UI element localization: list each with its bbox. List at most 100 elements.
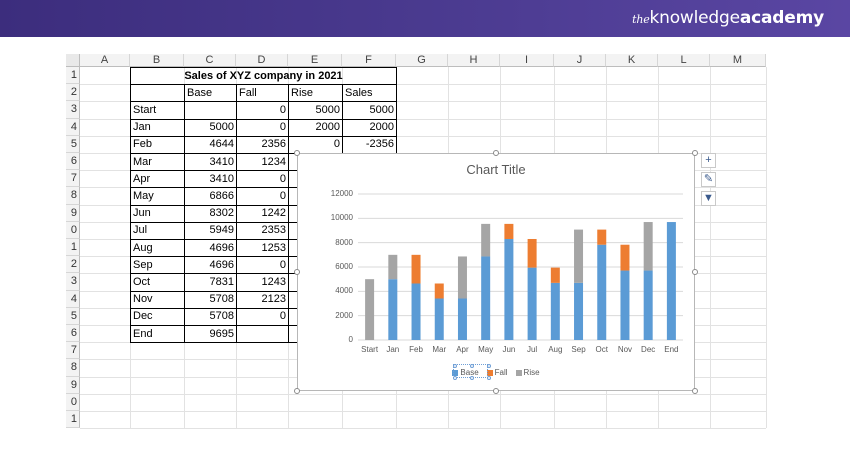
bar-base-feb[interactable] (411, 283, 421, 340)
bar-base-sep[interactable] (574, 282, 584, 340)
table-cell[interactable]: May (133, 189, 154, 202)
bar-rise-may[interactable] (481, 223, 491, 257)
legend-handle[interactable] (453, 364, 457, 368)
column-header-m[interactable]: M (710, 54, 766, 67)
resize-handle[interactable] (294, 269, 300, 275)
table-cell[interactable]: 5000 (315, 103, 340, 116)
table-cell[interactable]: 8302 (209, 207, 234, 220)
table-cell[interactable]: Sales (345, 86, 373, 99)
table-cell[interactable]: -2356 (365, 138, 394, 151)
bar-base-mar[interactable] (434, 298, 444, 340)
bar-fall-jul[interactable] (527, 238, 537, 268)
table-cell[interactable]: 5949 (209, 224, 234, 237)
bar-rise-apr[interactable] (457, 256, 467, 299)
brush-icon[interactable]: ✎ (701, 172, 716, 187)
column-header-j[interactable]: J (554, 54, 606, 67)
bar-fall-feb[interactable] (411, 254, 421, 284)
column-header-f[interactable]: F (342, 54, 396, 67)
table-cell[interactable]: 0 (279, 310, 286, 323)
table-cell[interactable]: 2000 (315, 121, 340, 134)
row-header[interactable]: 3 (66, 101, 80, 119)
bar-base-nov[interactable] (620, 270, 630, 340)
row-header[interactable]: 0 (66, 221, 80, 239)
row-header[interactable]: 2 (66, 84, 80, 102)
table-cell[interactable]: 0 (279, 121, 286, 134)
table-cell[interactable]: 2000 (369, 121, 394, 134)
table-cell[interactable]: 0 (279, 189, 286, 202)
table-cell[interactable]: 2353 (261, 224, 286, 237)
bar-fall-aug[interactable] (550, 267, 560, 283)
waterfall-chart[interactable]: Chart Title Base Fall Rise 0 2000 4000 6000 80… (297, 153, 695, 391)
select-all-corner[interactable] (66, 54, 80, 67)
bar-base-aug[interactable] (550, 282, 560, 340)
row-header[interactable]: 0 (66, 393, 80, 411)
bar-base-jun[interactable] (504, 238, 514, 340)
table-cell[interactable]: 7831 (209, 275, 234, 288)
bar-fall-oct[interactable] (597, 229, 607, 245)
bar-rise-start[interactable] (365, 279, 375, 340)
table-cell[interactable]: Nov (133, 293, 153, 306)
row-header[interactable]: 5 (66, 307, 80, 325)
legend-handle[interactable] (453, 376, 457, 380)
row-header[interactable]: 2 (66, 256, 80, 274)
bar-base-end[interactable] (666, 222, 676, 340)
table-cell[interactable]: Dec (133, 310, 153, 323)
table-cell[interactable]: Sep (133, 258, 153, 271)
table-cell[interactable]: 5708 (209, 310, 234, 323)
table-cell[interactable]: Jul (133, 224, 148, 237)
table-cell[interactable]: 5000 (369, 103, 394, 116)
row-header[interactable]: 4 (66, 118, 80, 136)
bar-base-oct[interactable] (597, 244, 607, 340)
row-header[interactable]: 1 (66, 239, 80, 257)
table-cell[interactable]: Start (133, 103, 157, 116)
table-cell[interactable]: Rise (291, 86, 314, 99)
column-header-l[interactable]: L (658, 54, 710, 67)
column-header-c[interactable]: C (184, 54, 236, 67)
table-cell[interactable]: 6866 (209, 189, 234, 202)
resize-handle[interactable] (493, 388, 499, 394)
table-cell[interactable]: 3410 (209, 172, 234, 185)
row-header[interactable]: 1 (66, 67, 80, 85)
chart-legend[interactable]: Base Fall Rise (298, 368, 694, 377)
bar-base-jul[interactable] (527, 267, 537, 340)
legend-item-rise[interactable]: Rise (515, 368, 540, 377)
row-header[interactable]: 7 (66, 170, 80, 188)
table-cell[interactable]: Fall (239, 86, 257, 99)
table-cell[interactable]: 1234 (261, 155, 286, 168)
table-cell[interactable]: 0 (279, 103, 286, 116)
resize-handle[interactable] (294, 150, 300, 156)
bar-base-may[interactable] (481, 256, 491, 340)
row-header[interactable]: 8 (66, 187, 80, 205)
column-header-h[interactable]: H (448, 54, 500, 67)
row-header[interactable]: 5 (66, 135, 80, 153)
row-header[interactable]: 1 (66, 411, 80, 429)
table-cell[interactable]: 2123 (261, 293, 286, 306)
table-cell[interactable]: 2356 (261, 138, 286, 151)
legend-item-base[interactable]: Base (452, 368, 479, 377)
filter-icon[interactable]: ▼ (701, 191, 716, 206)
column-header-e[interactable]: E (288, 54, 342, 67)
bar-fall-nov[interactable] (620, 244, 630, 271)
row-header[interactable]: 8 (66, 359, 80, 377)
bar-fall-jun[interactable] (504, 223, 514, 239)
table-cell[interactable]: 5000 (209, 121, 234, 134)
table-cell[interactable]: Jun (133, 207, 151, 220)
row-header[interactable]: 6 (66, 325, 80, 343)
table-cell[interactable]: Aug (133, 241, 153, 254)
column-header-b[interactable]: B (130, 54, 184, 67)
table-cell[interactable]: 1242 (261, 207, 286, 220)
table-cell[interactable]: 0 (279, 258, 286, 271)
resize-handle[interactable] (493, 150, 499, 156)
table-cell[interactable]: Feb (133, 138, 152, 151)
resize-handle[interactable] (692, 150, 698, 156)
legend-handle[interactable] (487, 364, 491, 368)
table-cell[interactable]: Base (187, 86, 213, 99)
table-cell[interactable]: 1253 (261, 241, 286, 254)
table-cell[interactable]: Jan (133, 121, 151, 134)
table-cell[interactable]: Oct (133, 275, 151, 288)
table-cell[interactable]: 5708 (209, 293, 234, 306)
table-cell[interactable]: 3410 (209, 155, 234, 168)
row-header[interactable]: 9 (66, 376, 80, 394)
plus-icon[interactable]: + (701, 153, 716, 168)
legend-handle[interactable] (470, 364, 474, 368)
